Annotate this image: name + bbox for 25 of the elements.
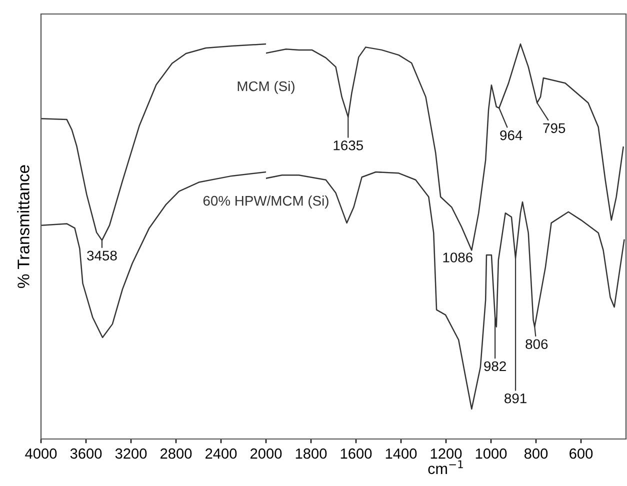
x-tick-label: 1000 [476,448,507,459]
x-tick-label: 600 [570,448,593,459]
y-axis-title: % Transmittance [17,165,30,288]
x-tick-label: 4000 [25,448,57,459]
annotation: 982 [484,361,506,372]
annotation: 795 [543,123,566,134]
x-tick-label: 1400 [386,448,417,459]
x-tick-label: 3200 [115,448,147,459]
annotation: 1635 [334,140,363,150]
series-label: 60% HPW/MCM (Si) [203,196,328,208]
x-tick-label: 1200 [430,448,462,459]
x-tick-label: 1800 [296,448,327,459]
annotation: 806 [526,339,548,350]
annotation: 964 [500,130,522,140]
x-tick-label: 2400 [206,448,237,459]
x-tick-label: 800 [524,448,548,459]
x-axis-title: cm$^{−1}$ [428,460,463,474]
annotation: 1086 [443,252,472,262]
x-tick-label: 2800 [160,448,192,459]
text: MCM (Si) [238,80,294,94]
x-tick-label: 3600 [70,448,102,459]
annotation: 3458 [87,250,117,261]
x-tick-label: 1600 [340,448,372,459]
annotation: 891 [504,393,526,404]
x-tick-label: 2000 [250,448,282,459]
